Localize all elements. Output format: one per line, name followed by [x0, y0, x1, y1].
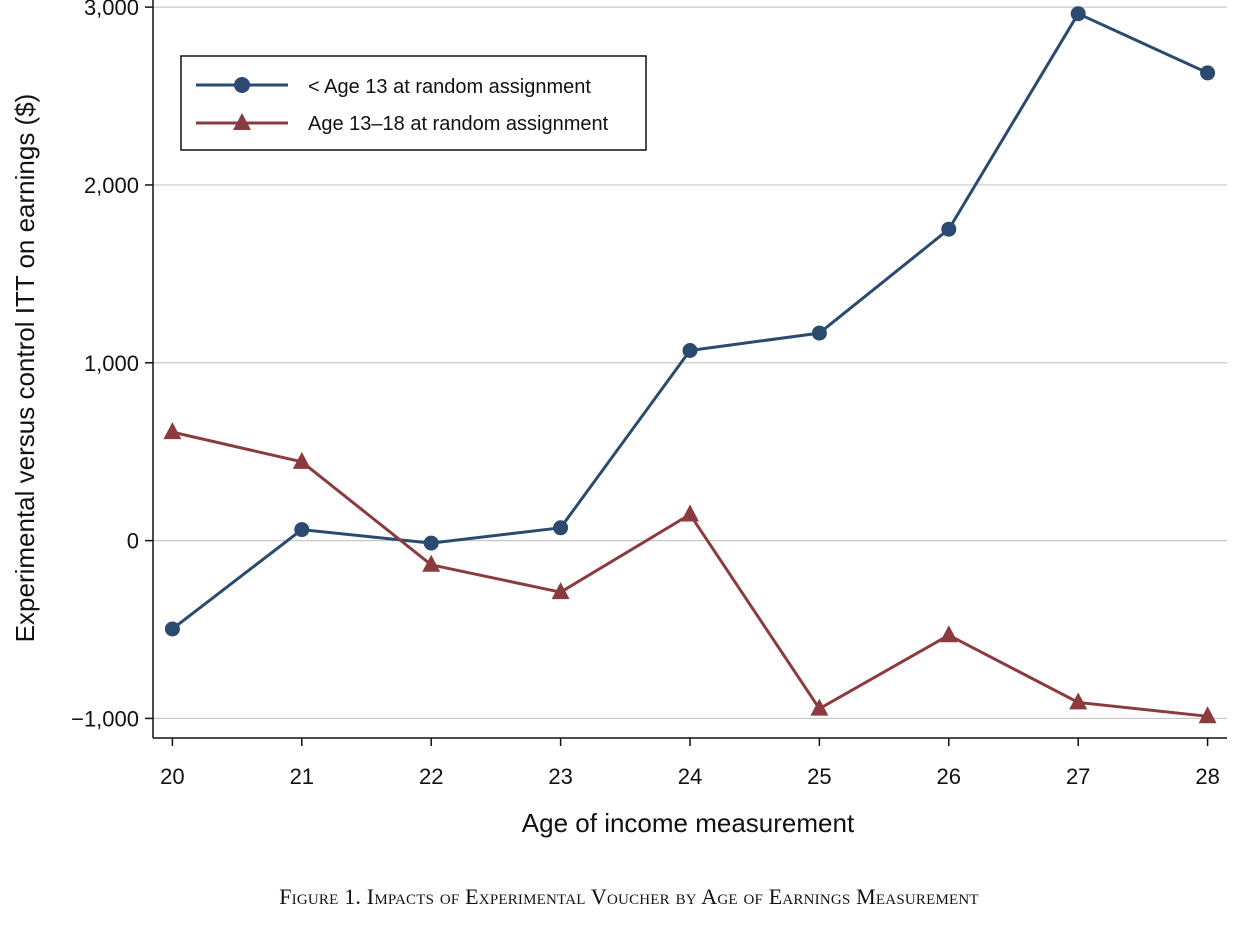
- data-point: [423, 535, 439, 551]
- legend-label-under-13: < Age 13 at random assignment: [308, 76, 591, 98]
- data-point: [1198, 706, 1217, 724]
- y-tick-label: 1,000: [84, 351, 139, 376]
- figure-caption: Figure 1. Impacts of Experimental Vouche…: [279, 884, 979, 909]
- x-axis-title: Age of income measurement: [522, 808, 855, 838]
- data-point: [1069, 692, 1088, 710]
- series-1: [163, 422, 1217, 724]
- data-point: [551, 582, 570, 600]
- data-point: [810, 698, 829, 716]
- x-tick-label: 23: [548, 764, 572, 789]
- data-point: [941, 221, 957, 237]
- x-tick-label: 21: [290, 764, 314, 789]
- legend-label-13-18: Age 13–18 at random assignment: [308, 113, 609, 135]
- legend: < Age 13 at random assignment Age 13–18 …: [180, 55, 647, 151]
- grid-lines: [153, 6, 1227, 720]
- y-axis-ticks: −1,000 0 1,000 2,000 3,000: [71, 0, 153, 731]
- legend-marker-13-18: [233, 113, 251, 130]
- data-point: [682, 343, 698, 359]
- data-point: [1070, 6, 1086, 22]
- data-point: [292, 451, 311, 469]
- data-point: [1200, 65, 1216, 81]
- y-tick-label: 2,000: [84, 173, 139, 198]
- data-point: [811, 325, 827, 341]
- legend-marker-under-13: [234, 77, 250, 93]
- x-tick-label: 26: [937, 764, 961, 789]
- series-0: [164, 6, 1216, 637]
- data-point: [294, 522, 310, 538]
- y-tick-label: 3,000: [84, 0, 139, 20]
- x-tick-label: 27: [1066, 764, 1090, 789]
- legend-box: [180, 55, 647, 151]
- y-tick-label: 0: [127, 529, 139, 554]
- data-point: [681, 504, 699, 522]
- series-layer: [163, 6, 1217, 724]
- x-tick-label: 22: [419, 764, 443, 789]
- data-point: [422, 554, 441, 572]
- y-axis-title: Experimental versus control ITT on earni…: [10, 94, 40, 643]
- x-tick-label: 24: [678, 764, 702, 789]
- data-point: [164, 621, 180, 637]
- x-tick-label: 20: [160, 764, 184, 789]
- x-tick-label: 25: [807, 764, 831, 789]
- series-line: [172, 430, 1208, 718]
- x-tick-label: 28: [1195, 764, 1219, 789]
- y-tick-label: −1,000: [71, 706, 139, 731]
- data-point: [163, 422, 182, 440]
- x-axis-ticks: 20 21 22 23 24 25 26 27 28: [160, 738, 1220, 789]
- data-point: [939, 625, 958, 643]
- data-point: [553, 520, 569, 536]
